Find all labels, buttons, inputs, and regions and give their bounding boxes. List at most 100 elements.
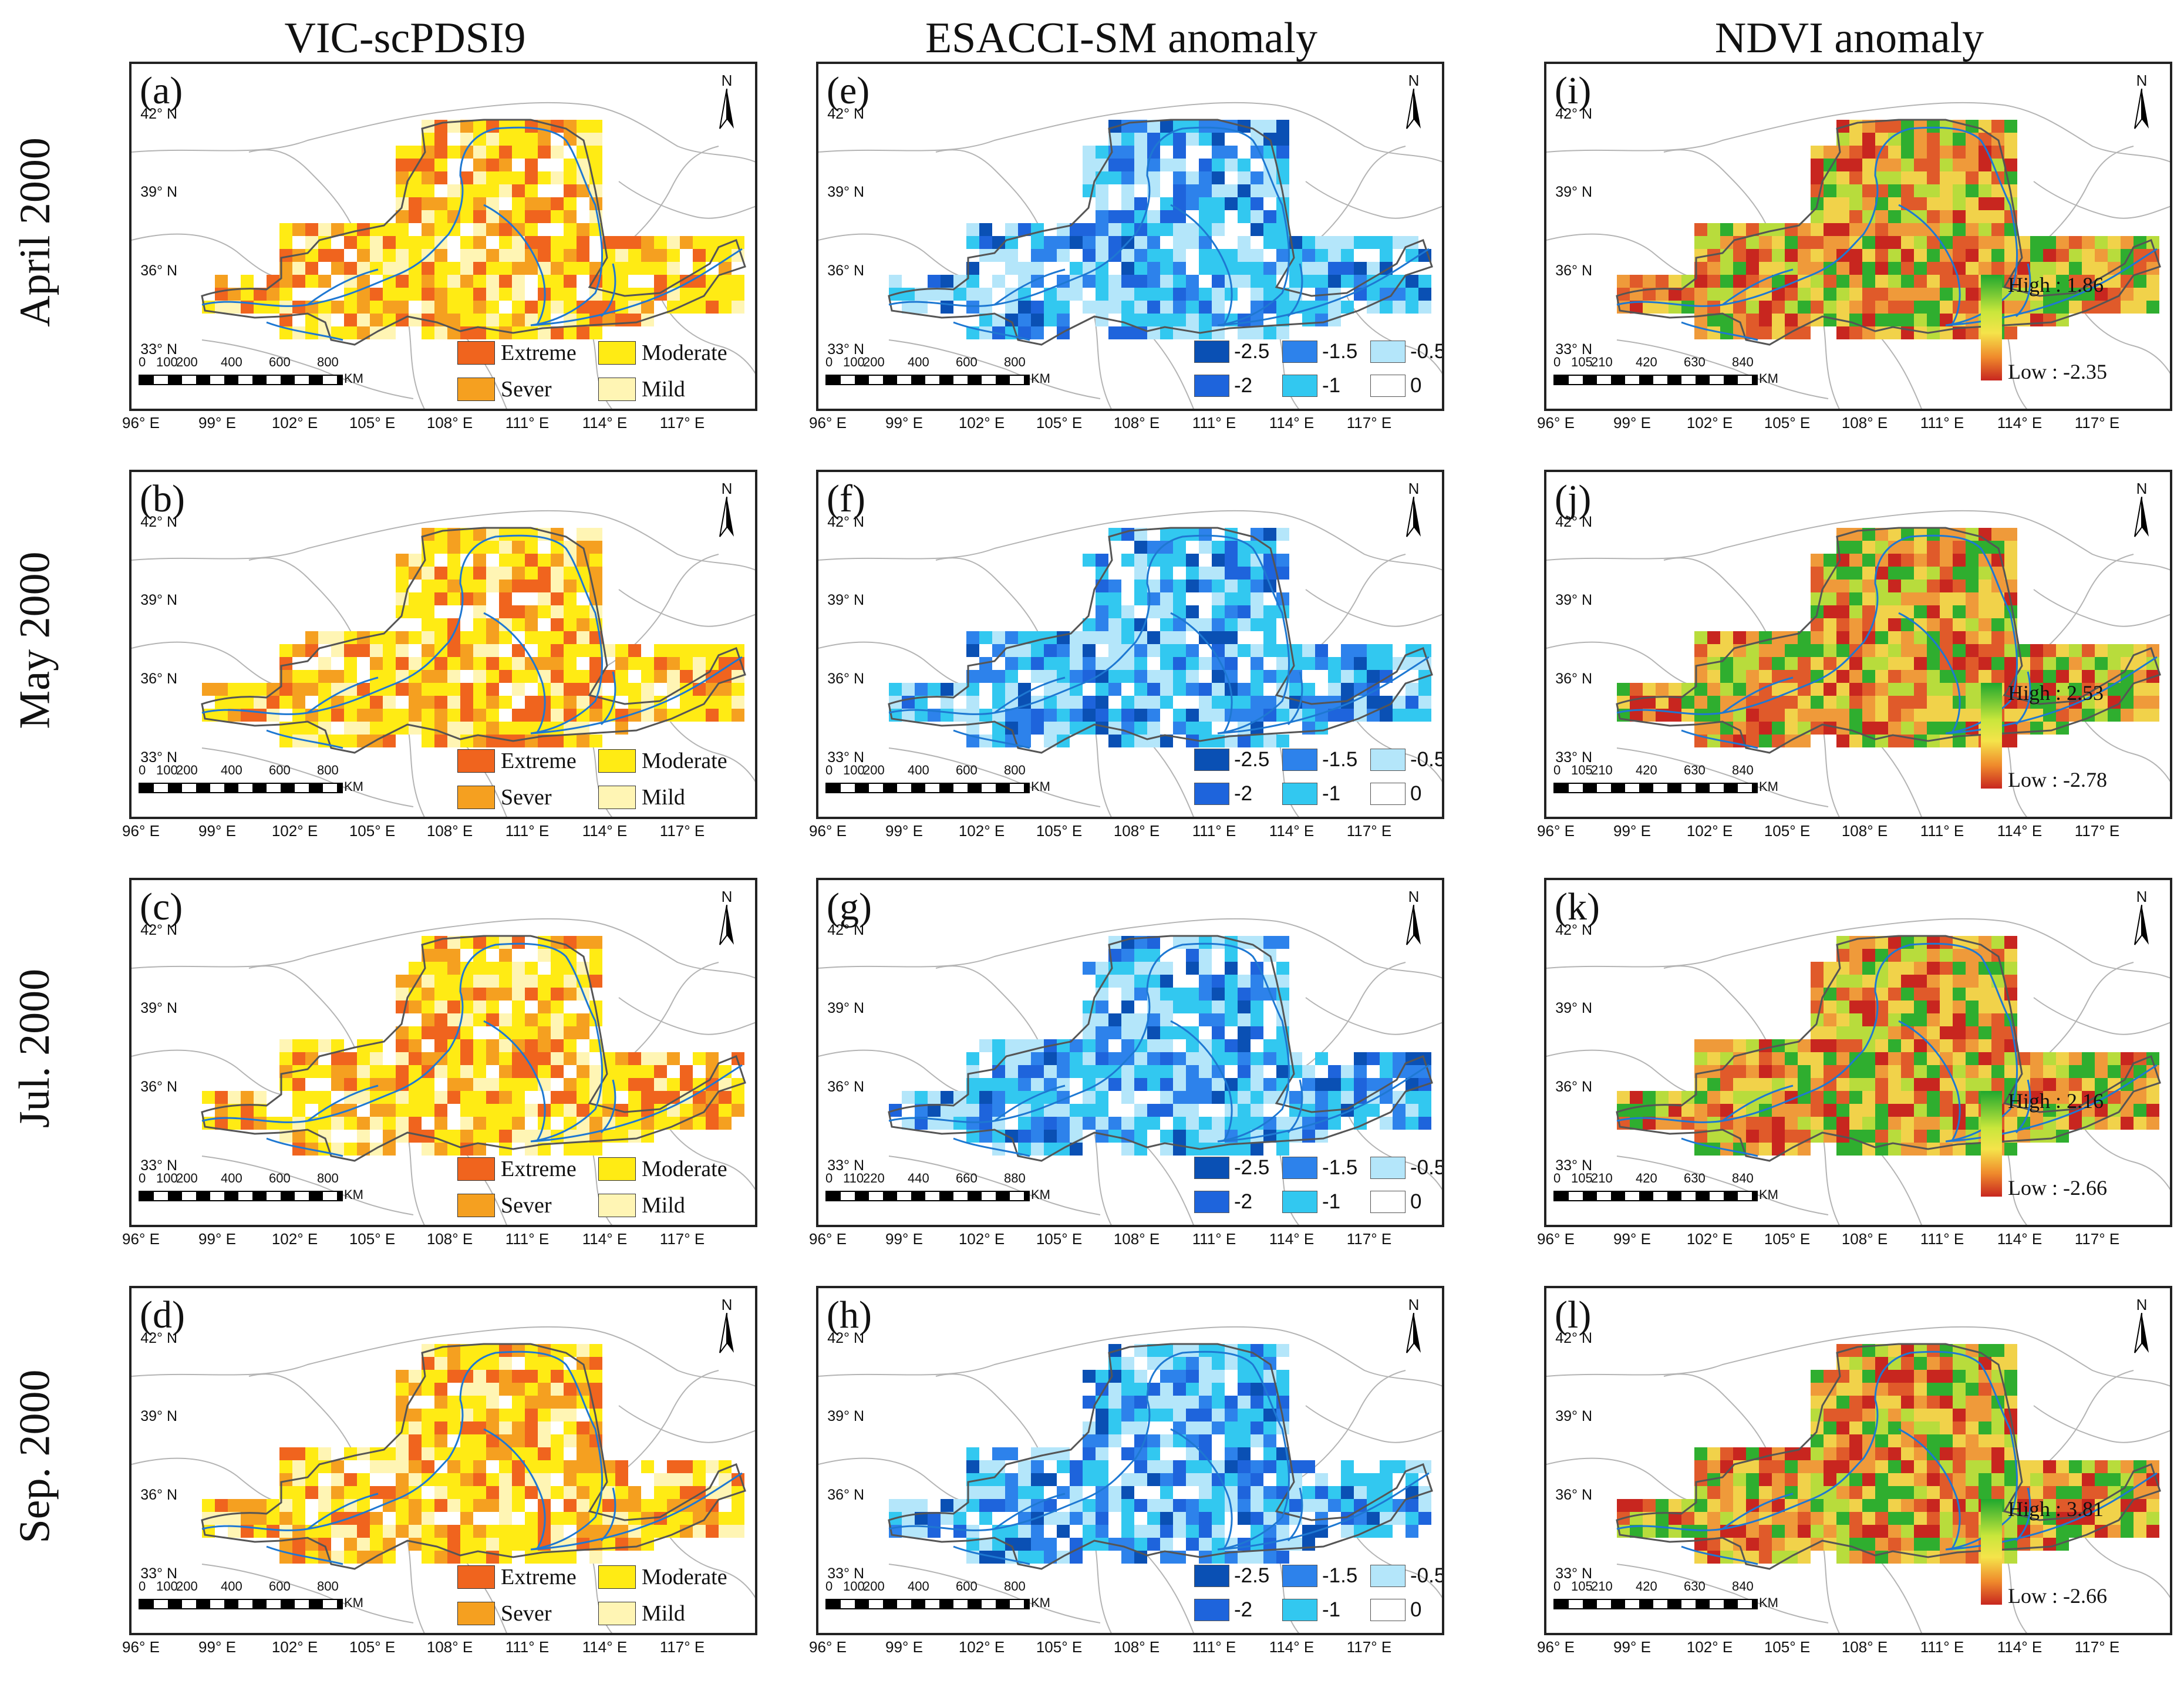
raster-cell (719, 1117, 732, 1130)
raster-cell (589, 1117, 602, 1130)
legend-item-v2: -1.5 (1282, 1156, 1357, 1180)
raster-cell (305, 223, 318, 236)
raster-cell (460, 631, 473, 644)
raster-cell (2121, 1117, 2134, 1130)
raster-cell (1785, 696, 1798, 709)
raster-cell (486, 670, 499, 683)
raster-cell (1083, 554, 1096, 567)
raster-cell (473, 301, 486, 314)
raster-cell (1875, 223, 1888, 236)
raster-cell (915, 683, 928, 696)
raster-cell (473, 735, 486, 747)
raster-cell (2043, 1065, 2056, 1078)
scale-tick-label: 630 (1684, 763, 1706, 777)
raster-cell (1953, 949, 1966, 962)
raster-cell (1707, 722, 1720, 735)
raster-cell (1875, 975, 1888, 988)
raster-cell (1901, 262, 1914, 275)
scale-tick-label: 840 (1732, 763, 1754, 777)
raster-cell (447, 1460, 460, 1473)
raster-cell (1836, 1143, 1849, 1156)
raster-cell (267, 709, 279, 722)
raster-cell (1005, 1486, 1018, 1499)
ndvi-color-ramp (1981, 683, 2002, 789)
raster-cell (434, 1473, 447, 1486)
lat-label: 42° N (827, 1330, 864, 1346)
raster-cell (1160, 618, 1173, 631)
raster-cell (1263, 644, 1276, 657)
raster-cell (1836, 1039, 1849, 1052)
raster-cell (1979, 1001, 1991, 1013)
raster-cell (1733, 657, 1746, 670)
raster-cell (1875, 592, 1888, 605)
raster-cell (1380, 249, 1393, 262)
legend-swatch (598, 1194, 636, 1217)
raster-cell (1173, 1370, 1186, 1383)
raster-cell (525, 159, 538, 171)
raster-cell (1147, 120, 1160, 133)
raster-cell (1173, 1512, 1186, 1525)
lon-label: 102° E (1686, 1230, 1733, 1248)
raster-cell (1186, 949, 1199, 962)
raster-cell (1746, 631, 1759, 644)
raster-cell (1070, 1512, 1083, 1525)
legend-item-sever: Sever (457, 376, 552, 402)
raster-cell (1328, 301, 1341, 314)
raster-cell (538, 197, 551, 210)
raster-cell (2146, 1052, 2159, 1065)
raster-cell (1302, 1460, 1315, 1473)
raster-cell (1901, 1001, 1914, 1013)
raster-cell (979, 236, 992, 249)
raster-cell (409, 1434, 422, 1447)
province-boundary (1094, 1132, 1112, 1225)
raster-cell (1186, 1143, 1199, 1156)
raster-cell (1031, 301, 1044, 314)
raster-cell (551, 735, 564, 747)
lon-label: 105° E (1036, 414, 1083, 432)
raster-cell (1276, 709, 1289, 722)
raster-cell (1836, 326, 1849, 339)
raster-cell (499, 988, 512, 1001)
raster-cell (551, 1013, 564, 1026)
raster-cell (1018, 1078, 1031, 1091)
raster-cell (512, 1486, 525, 1499)
lon-label: 111° E (1920, 1230, 1964, 1248)
raster-cell (1940, 975, 1953, 988)
raster-cell (615, 1078, 628, 1091)
scale-tick-label: 840 (1732, 355, 1754, 369)
raster-cell (1733, 1130, 1746, 1143)
raster-cell (1276, 1117, 1289, 1130)
raster-cell (447, 262, 460, 275)
raster-cell (1057, 249, 1070, 262)
raster-cell (953, 275, 966, 288)
raster-cell (992, 1486, 1005, 1499)
arrow-right-half (727, 497, 734, 537)
scale-tick-label: 0 (825, 1579, 833, 1594)
lon-label: 99° E (1613, 1230, 1651, 1248)
raster-cell (460, 1001, 473, 1013)
raster-cell (1147, 223, 1160, 236)
raster-cell (1630, 301, 1643, 314)
raster-cell (1096, 618, 1108, 631)
raster-cell (1199, 249, 1212, 262)
raster-cell (228, 709, 241, 722)
raster-cell (1096, 709, 1108, 722)
raster-cell (1979, 618, 1991, 631)
raster-cell (1798, 709, 1811, 722)
raster-cell (434, 949, 447, 962)
raster-cell (409, 1370, 422, 1383)
raster-cell (1173, 1499, 1186, 1512)
river (1287, 1079, 1303, 1134)
raster-cell (538, 1052, 551, 1065)
raster-cell (1824, 210, 1836, 223)
scale-tick-label: 420 (1636, 763, 1657, 777)
raster-cell (538, 975, 551, 988)
raster-cell (1914, 210, 1927, 223)
raster-cell (1862, 644, 1875, 657)
raster-cell (1199, 171, 1212, 184)
raster-cell (331, 631, 344, 644)
raster-cell (1393, 1512, 1406, 1525)
raster-cell (512, 210, 525, 223)
raster-cell (1836, 184, 1849, 197)
river (953, 729, 1030, 749)
